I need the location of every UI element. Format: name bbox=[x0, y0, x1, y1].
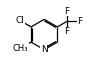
Text: F: F bbox=[77, 17, 82, 26]
Text: Cl: Cl bbox=[16, 16, 25, 25]
Text: F: F bbox=[64, 27, 70, 36]
Text: CH₃: CH₃ bbox=[13, 44, 28, 53]
Text: N: N bbox=[41, 45, 48, 54]
Text: F: F bbox=[64, 7, 70, 16]
